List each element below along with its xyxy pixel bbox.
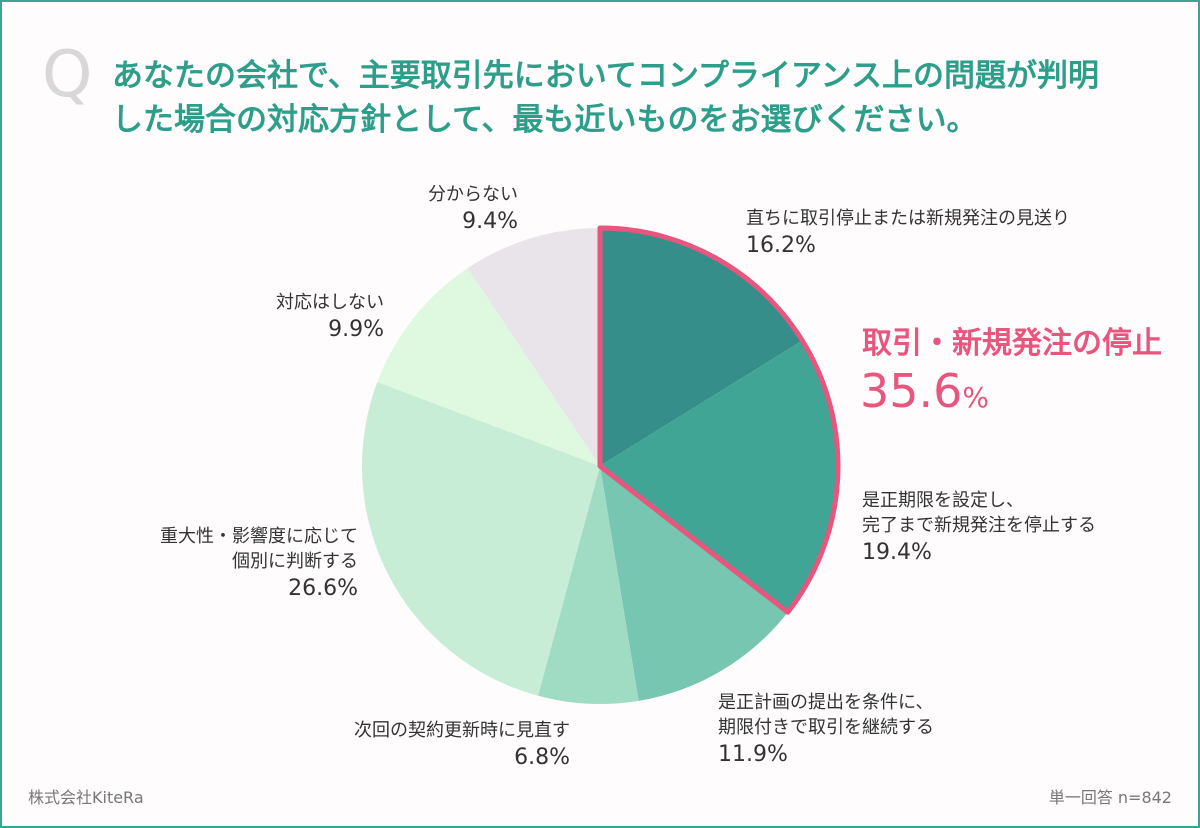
footer-company: 株式会社KiteRa xyxy=(28,788,144,807)
slice-label-immediate-stop: 直ちに取引停止または新規発注の見送り 16.2% xyxy=(746,206,1070,261)
highlight-outline xyxy=(597,225,841,615)
slice-label-review-at-renewal: 次回の契約更新時に見直す 6.8% xyxy=(354,718,570,773)
pie-slice-5 xyxy=(377,268,600,466)
slice-label-text: 重大性・影響度に応じて xyxy=(160,526,358,547)
highlight-number: 35.6 xyxy=(860,364,963,418)
question-line-1: あなたの会社で、主要取引先においてコンプライアンス上の問題が判明 xyxy=(112,58,1100,94)
highlight-value: 35.6% xyxy=(860,364,989,418)
slice-label-unknown: 分からない 9.4% xyxy=(428,182,518,237)
slice-label-deadline-stop: 是正期限を設定し、完了まで新規発注を停止する 19.4% xyxy=(862,488,1096,568)
slice-percent: 6.8% xyxy=(514,745,570,770)
slice-label-text: 直ちに取引停止または新規発注の見送り xyxy=(746,208,1070,229)
slice-label-text: 是正計画の提出を条件に、 xyxy=(718,692,934,713)
pie-slice-2 xyxy=(600,466,788,701)
slice-label-text: 分からない xyxy=(428,184,518,205)
footer-sample-note: 単一回答 n=842 xyxy=(1048,788,1172,807)
pie-slice-4 xyxy=(361,382,600,696)
pie-slice-3 xyxy=(538,466,639,704)
pie-slice-0 xyxy=(600,228,803,466)
slice-label-no-action: 対応はしない 9.9% xyxy=(276,290,384,345)
question-mark-icon: Q xyxy=(42,38,93,112)
highlight-unit: % xyxy=(962,381,990,414)
highlight-label: 取引・新規発注の停止 xyxy=(862,326,1162,361)
question-title: あなたの会社で、主要取引先においてコンプライアンス上の問題が判明 した場合の対応… xyxy=(112,54,1172,142)
slice-percent: 16.2% xyxy=(746,233,816,258)
slice-label-conditional-continue: 是正計画の提出を条件に、 期限付きで取引を継続する 11.9% xyxy=(718,690,934,770)
slice-percent: 11.9% xyxy=(718,742,788,767)
slice-percent: 19.4% xyxy=(862,540,932,565)
slice-label-text: 完了まで新規発注を停止する xyxy=(862,515,1096,536)
slice-percent: 9.4% xyxy=(462,209,518,234)
slice-label-text: 対応はしない xyxy=(276,292,384,313)
pie-slice-1 xyxy=(600,340,839,613)
slice-label-text: 次回の契約更新時に見直す xyxy=(354,720,570,741)
slice-label-text: 期限付きで取引を継続する xyxy=(718,717,934,738)
slice-label-text: 個別に判断する xyxy=(232,551,358,572)
question-line-2: した場合の対応方針として、最も近いものをお選びください。 xyxy=(112,102,978,138)
pie-slice-6 xyxy=(467,228,600,466)
slice-percent: 26.6% xyxy=(288,576,358,601)
slice-percent: 9.9% xyxy=(328,317,384,342)
slice-label-text: 是正期限を設定し、 xyxy=(862,490,1024,511)
slice-label-case-by-case: 重大性・影響度に応じて個別に判断する 26.6% xyxy=(160,524,358,604)
